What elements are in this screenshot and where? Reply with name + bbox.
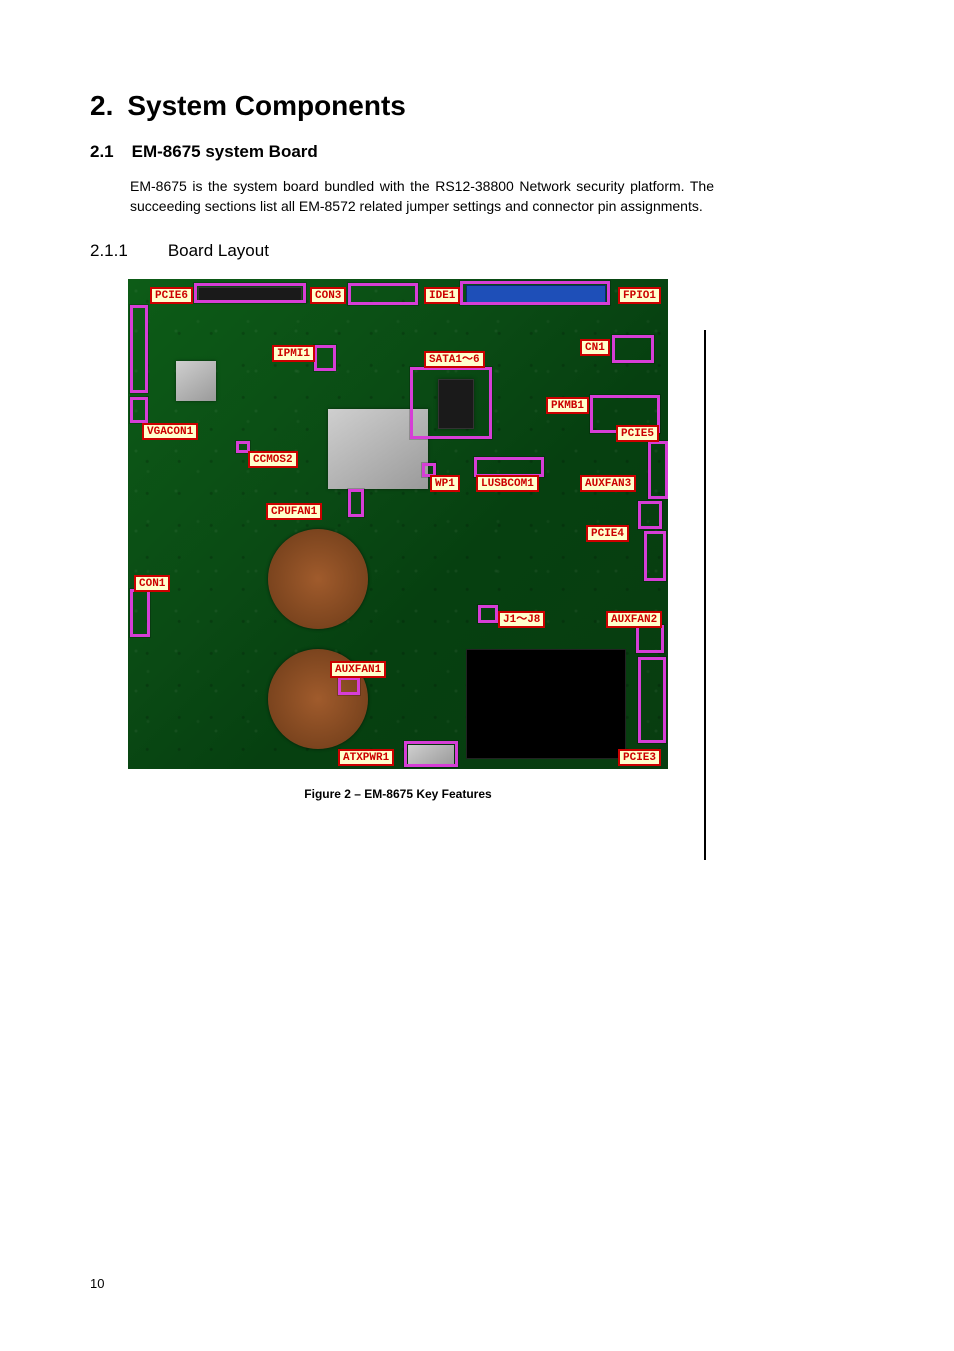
heading-2: 2.1 EM-8675 system Board [90, 142, 864, 162]
highlight-rect [460, 281, 610, 305]
highlight-rect [612, 335, 654, 363]
board-label-con3: CON3 [310, 287, 346, 304]
highlight-rect [474, 457, 544, 477]
heading-1-title: System Components [127, 90, 406, 122]
board-label-fpio1: FPIO1 [618, 287, 661, 304]
figure-caption-prefix: Figure 2 – EM-8675 [304, 787, 413, 801]
highlight-rect [478, 605, 498, 623]
board-label-j1j8: J1～J8 [498, 611, 545, 628]
heading-3-number: 2.1.1 [90, 241, 128, 261]
board-label-auxfan1: AUXFAN1 [330, 661, 386, 678]
board-label-wp1: WP1 [430, 475, 460, 492]
body-paragraph: EM-8675 is the system board bundled with… [130, 176, 714, 217]
board-label-pcie6: PCIE6 [150, 287, 193, 304]
heading-2-number: 2.1 [90, 142, 114, 162]
board-label-vgacon1: VGACON1 [142, 423, 198, 440]
board-label-pcie3: PCIE3 [618, 749, 661, 766]
heading-1: 2. System Components [90, 90, 864, 122]
highlight-rect [636, 625, 664, 653]
highlight-rect [404, 741, 458, 767]
highlight-rect [648, 441, 668, 499]
highlight-rect [130, 305, 148, 393]
board-label-sata16: SATA1～6 [424, 351, 485, 368]
board-label-cpufan1: CPUFAN1 [266, 503, 322, 520]
heading-3: 2.1.1 Board Layout [90, 241, 864, 261]
highlight-rect [314, 345, 336, 371]
board-label-con1: CON1 [134, 575, 170, 592]
highlight-rect [638, 657, 666, 743]
board-label-auxfan2: AUXFAN2 [606, 611, 662, 628]
highlight-rect [338, 677, 360, 695]
board-label-pcie4: PCIE4 [586, 525, 629, 542]
board-label-ccmos2: CCMOS2 [248, 451, 298, 468]
board-label-ipmi1: IPMI1 [272, 345, 315, 362]
board-label-pkmb1: PKMB1 [546, 397, 589, 414]
heading-3-title: Board Layout [168, 241, 269, 261]
highlight-rect [130, 589, 150, 637]
board-label-auxfan3: AUXFAN3 [580, 475, 636, 492]
page-number: 10 [90, 1276, 104, 1291]
highlight-rect [348, 489, 364, 517]
board-label-atxpwr1: ATXPWR1 [338, 749, 394, 766]
figure-caption: Figure 2 – EM-8675 Key Features [128, 787, 668, 801]
highlight-rect [194, 283, 306, 303]
chip-silver [176, 361, 216, 401]
highlight-rect [130, 397, 148, 423]
board-image: PCIE6 CON3 IDE1 FPIO1 IPMI1 SATA1～6 CN1 PKMB1 VG… [128, 279, 668, 769]
text-cursor-bar [704, 330, 706, 860]
highlight-rect [410, 367, 492, 439]
document-page: 2. System Components 2.1 EM-8675 system … [0, 0, 954, 1351]
board-label-ide1: IDE1 [424, 287, 460, 304]
highlight-rect [644, 531, 666, 581]
board-label-pcie5: PCIE5 [616, 425, 659, 442]
heading-2-title: EM-8675 system Board [132, 142, 318, 162]
cpu-socket-1 [268, 529, 368, 629]
highlight-rect [638, 501, 662, 529]
highlight-rect [348, 283, 418, 305]
figure: PCIE6 CON3 IDE1 FPIO1 IPMI1 SATA1～6 CN1 PKMB1 VG… [128, 279, 668, 801]
board-label-cn1: CN1 [580, 339, 610, 356]
figure-caption-suffix: Key Features [413, 787, 492, 801]
board-label-lusbcom1: LUSBCOM1 [476, 475, 539, 492]
dimm-bank [466, 649, 626, 759]
heading-1-number: 2. [90, 90, 113, 122]
